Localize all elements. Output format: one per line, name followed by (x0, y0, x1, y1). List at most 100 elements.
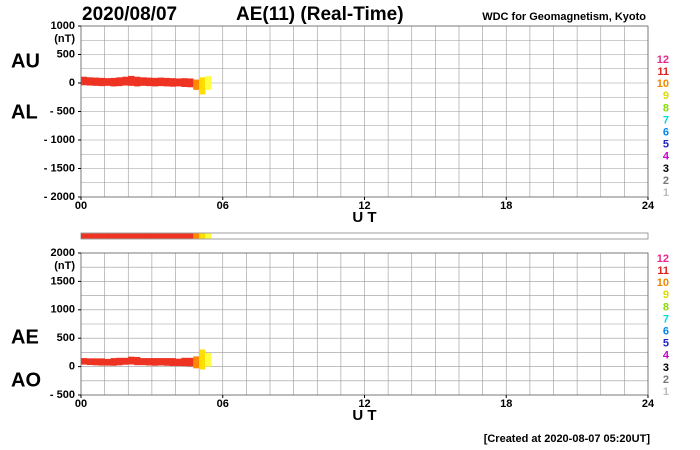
band-segment (193, 356, 200, 369)
station-legend-label: 5 (663, 139, 669, 151)
x-tick-label: 18 (500, 398, 512, 410)
y-unit: (nT) (54, 260, 75, 272)
band-segment (205, 352, 212, 367)
coverage-segment (175, 233, 182, 239)
band-segment (175, 358, 182, 367)
station-legend-label: 11 (657, 265, 669, 277)
band-segment (122, 357, 129, 365)
coverage-segment (205, 233, 212, 239)
station-legend-label: 10 (657, 78, 669, 90)
band-segment (98, 77, 105, 87)
coverage-segment (169, 233, 176, 239)
band-segment (145, 77, 153, 87)
source: WDC for Geomagnetism, Kyoto (482, 11, 646, 23)
y-tick-label: 1000 (51, 20, 75, 32)
band-segment (134, 356, 141, 366)
band-segment (86, 77, 94, 86)
band-segment (169, 358, 176, 367)
x-tick-label: 06 (217, 398, 229, 410)
coverage-segment (86, 233, 94, 239)
coverage-segment (181, 233, 188, 239)
station-legend-label: 9 (663, 289, 669, 301)
station-legend-label: 2 (663, 374, 669, 386)
x-tick-label: 18 (500, 200, 512, 212)
station-legend-label: 7 (663, 114, 669, 126)
band-segment (175, 78, 182, 87)
band-segment (81, 358, 88, 365)
band-segment (128, 75, 135, 86)
coverage-segment (157, 233, 164, 239)
x-tick-label: 12 (358, 200, 370, 212)
page-title: AE(11) (Real-Time) (236, 4, 404, 25)
band-segment (122, 76, 129, 86)
coverage-segment (151, 233, 159, 239)
band-segment (187, 78, 194, 88)
band-segment (104, 78, 111, 86)
x-tick-label: 24 (642, 200, 655, 212)
footer: [Created at 2020-08-07 05:20UT] (484, 433, 651, 445)
coverage-segment (134, 233, 141, 239)
band-segment (98, 358, 105, 366)
station-legend-label: 8 (663, 102, 669, 114)
date: 2020/08/07 (82, 4, 177, 25)
coverage-segment (98, 233, 105, 239)
station-legend-label: 2 (663, 175, 669, 187)
x-tick-label: 00 (75, 398, 87, 410)
band-segment (205, 76, 212, 90)
x-tick-label: 06 (217, 200, 229, 212)
y-tick-label: - 1000 (44, 134, 75, 146)
y-tick-label: 500 (57, 332, 75, 344)
band-segment (163, 77, 170, 87)
band-segment (86, 358, 94, 366)
band-segment (181, 78, 188, 87)
x-tick-label: 00 (75, 200, 87, 212)
coverage-segment (199, 233, 206, 239)
station-legend-label: 4 (663, 151, 670, 163)
coverage-segment (193, 233, 200, 239)
y-tick-label: 1000 (51, 304, 75, 316)
station-legend-label: 3 (663, 163, 669, 175)
y-tick-label: 2000 (51, 247, 75, 259)
station-legend-label: 10 (657, 277, 669, 289)
band-segment (81, 76, 88, 86)
coverage-segment (122, 233, 129, 239)
station-legend-label: 5 (663, 338, 669, 350)
y-tick-label: - 2000 (44, 191, 75, 203)
coverage-segment (81, 233, 88, 239)
y-tick-label: 500 (57, 48, 75, 60)
coverage-segment (140, 233, 147, 239)
y-tick-label: - 500 (50, 105, 75, 117)
coverage-segment (187, 233, 194, 239)
y-tick-label: 0 (69, 361, 75, 373)
y-tick-label: 0 (69, 77, 75, 89)
station-legend-label: 3 (663, 362, 669, 374)
station-legend-label: 4 (663, 350, 670, 362)
station-legend-label: 1 (663, 386, 669, 398)
series-label: AE (11, 326, 39, 348)
band-segment (92, 358, 100, 366)
band-segment (140, 358, 147, 366)
station-legend-label: 1 (663, 187, 669, 199)
band-segment (163, 358, 170, 366)
y-tick-label: 1500 (51, 275, 75, 287)
y-tick-label: - 500 (50, 389, 75, 401)
band-segment (199, 77, 206, 95)
band-segment (157, 77, 164, 87)
coverage-segment (104, 233, 111, 239)
band-segment (140, 77, 147, 86)
coverage-segment (116, 233, 123, 239)
station-legend-label: 9 (663, 90, 669, 102)
band-segment (151, 358, 159, 366)
band-segment (157, 358, 164, 366)
band-segment (181, 357, 188, 367)
series-label: AL (11, 101, 38, 123)
band-segment (116, 357, 123, 366)
coverage-segment (92, 233, 100, 239)
band-segment (199, 349, 206, 370)
band-segment (128, 356, 135, 365)
y-unit: (nT) (54, 33, 75, 45)
band-segment (145, 358, 153, 366)
station-legend-label: 6 (663, 127, 669, 139)
band-segment (104, 358, 111, 366)
